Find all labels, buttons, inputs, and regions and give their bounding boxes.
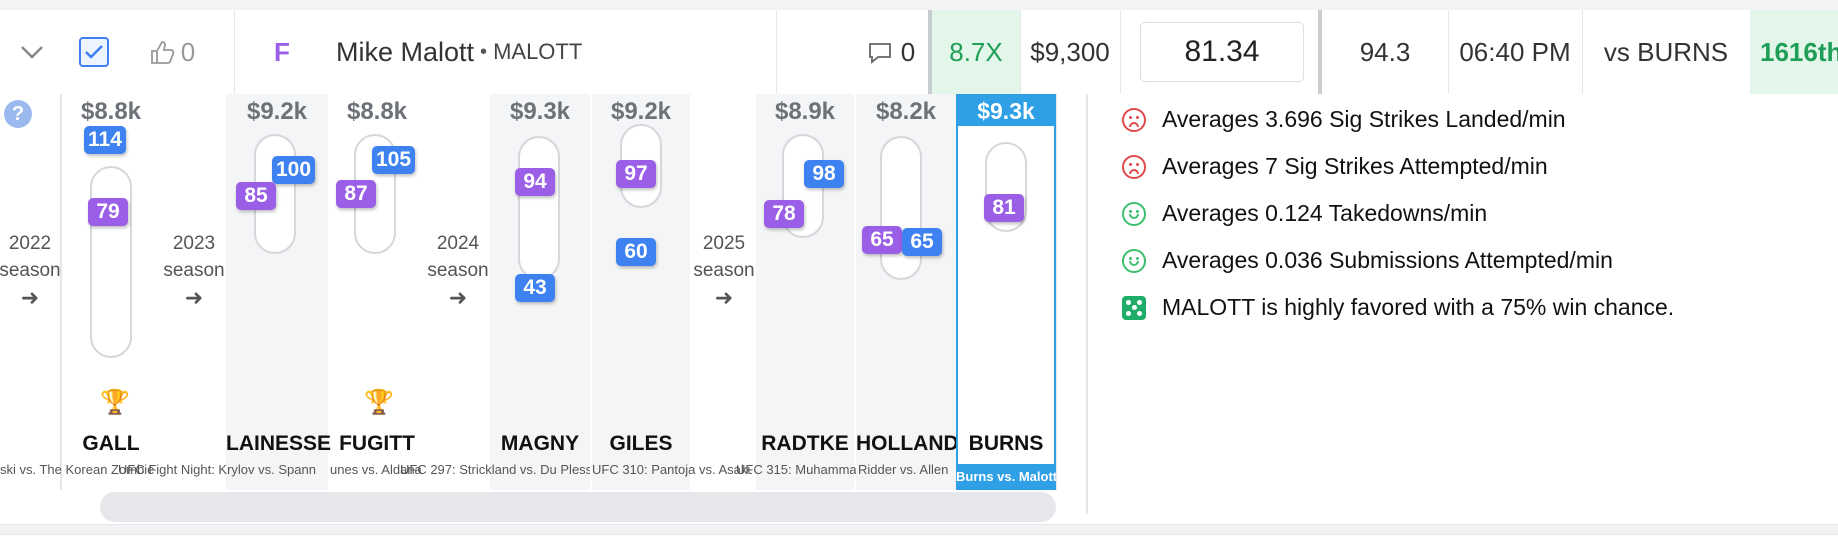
event-label: Ridder vs. Allen	[858, 462, 949, 477]
projection-field[interactable]: 81.34	[1140, 10, 1304, 94]
rank: 1616th	[1750, 10, 1838, 94]
event-label: UFC Fight Night: Krylov vs. Spann	[118, 462, 316, 477]
fppg: 94.3	[1359, 36, 1411, 67]
comment-icon	[868, 43, 891, 64]
fight-history: ? 2022 season ➜ $8.8k 114 79 🏆 GALL 2023 se…	[0, 94, 1057, 522]
check-icon	[85, 45, 103, 59]
score-badge-purple: 81	[984, 194, 1024, 222]
select-checkbox[interactable]	[76, 10, 112, 94]
event-label: unes vs. Aldana	[330, 462, 422, 477]
score-badge-blue: 43	[515, 274, 555, 302]
fight-column-magny[interactable]: $9.3k 94 43 MAGNY	[490, 94, 590, 490]
player-short-name: MALOTT	[493, 39, 583, 64]
fight-column-burns[interactable]: $9.3k 81 BURNS Burns vs. Malott	[956, 94, 1056, 490]
comments-button[interactable]: 0	[860, 10, 922, 94]
score-badge-purple: 79	[88, 198, 128, 226]
fight-column-gall[interactable]: $8.8k 114 79 🏆 GALL	[62, 94, 160, 490]
player-detail-panel: ? 2022 season ➜ $8.8k 114 79 🏆 GALL 2023 se…	[0, 94, 1838, 525]
like-count: 0	[180, 36, 196, 67]
score-badge-blue: 100	[272, 156, 316, 184]
event-label: Burns vs. Malott	[956, 464, 1056, 490]
season-divider-2022: 2022 season ➜	[0, 233, 61, 310]
fact-item: Averages 3.696 Sig Strikes Landed/min	[1122, 106, 1566, 133]
score-badge-blue: 65	[902, 228, 942, 256]
player-name-cell[interactable]: Mike Malott • MALOTT	[336, 36, 583, 67]
thumbs-up-icon	[150, 41, 175, 64]
player-name: Mike Malott	[336, 36, 475, 67]
trophy-icon: 🏆	[100, 389, 130, 416]
fact-item: Averages 0.124 Takedowns/min	[1122, 200, 1487, 227]
sad-face-icon	[1122, 107, 1146, 132]
season-divider-2024: 2024 season ➜	[427, 233, 489, 310]
season-divider-2025: 2025 season ➜	[693, 233, 755, 310]
fight-column-holland[interactable]: $8.2k 65 65 HOLLAND	[856, 94, 959, 490]
event-label: UFC 297: Strickland vs. Du Plessis	[400, 462, 590, 477]
score-badge-purple: 94	[515, 168, 555, 196]
fight-price: $8.8k	[80, 98, 142, 125]
horizontal-scrollbar[interactable]	[100, 492, 1056, 522]
fight-column-lainesse[interactable]: $9.2k 100 85 LAINESSE	[226, 94, 331, 490]
fight-column-radtke[interactable]: $8.9k 98 78 RADTKE	[756, 94, 854, 490]
fight-column-fugitt[interactable]: $8.8k 105 87 🏆 FUGITT	[328, 94, 426, 490]
happy-face-icon	[1122, 248, 1146, 273]
salary: $9,300	[1030, 36, 1110, 67]
help-icon[interactable]: ?	[4, 100, 32, 128]
season-divider-2023: 2023 season ➜	[163, 233, 225, 310]
score-badge-blue: 114	[84, 126, 126, 154]
comment-count: 0	[900, 36, 916, 67]
score-badge-blue: 98	[804, 160, 844, 188]
sad-face-icon	[1122, 154, 1146, 179]
trophy-icon: 🏆	[364, 389, 394, 416]
expand-button[interactable]	[0, 10, 64, 94]
fight-price: $9.3k	[958, 96, 1054, 126]
event-label: UFC 315: Muhammad vs. Della Maddalena	[736, 462, 856, 477]
fight-column-giles[interactable]: $9.2k 97 60 GILES	[592, 94, 690, 490]
score-badge-purple: 87	[336, 180, 376, 208]
happy-face-icon	[1122, 201, 1146, 226]
score-badge-purple: 65	[862, 226, 902, 254]
score-badge-purple: 78	[764, 200, 804, 228]
multiplier: 8.7X	[932, 10, 1020, 94]
like-button[interactable]: 0	[144, 10, 200, 94]
score-badge-blue: 60	[616, 238, 656, 266]
fact-item: MALOTT is highly favored with a 75% win …	[1122, 294, 1674, 321]
fight-time: 06:40 PM	[1459, 36, 1571, 67]
opponent-name: GALL	[82, 432, 140, 455]
next-row	[0, 534, 1838, 541]
opponent: vs BURNS	[1603, 36, 1729, 67]
event-label: UFC 310: Pantoja vs. Asakura	[592, 462, 752, 477]
chevron-down-icon	[21, 46, 43, 59]
score-badge-purple: 85	[236, 182, 276, 210]
fact-item: Averages 0.036 Submissions Attempted/min	[1122, 247, 1613, 274]
fact-item: Averages 7 Sig Strikes Attempted/min	[1122, 153, 1548, 180]
score-badge-purple: 97	[616, 160, 656, 188]
player-row: 0 F Mike Malott • MALOTT 0 8.7X $9,300 8…	[0, 10, 1838, 95]
score-badge-blue: 105	[372, 146, 416, 174]
event-label: ski vs. The Korean Zombie	[0, 462, 155, 477]
position-badge: F	[274, 36, 290, 67]
dice-icon	[1122, 295, 1146, 320]
